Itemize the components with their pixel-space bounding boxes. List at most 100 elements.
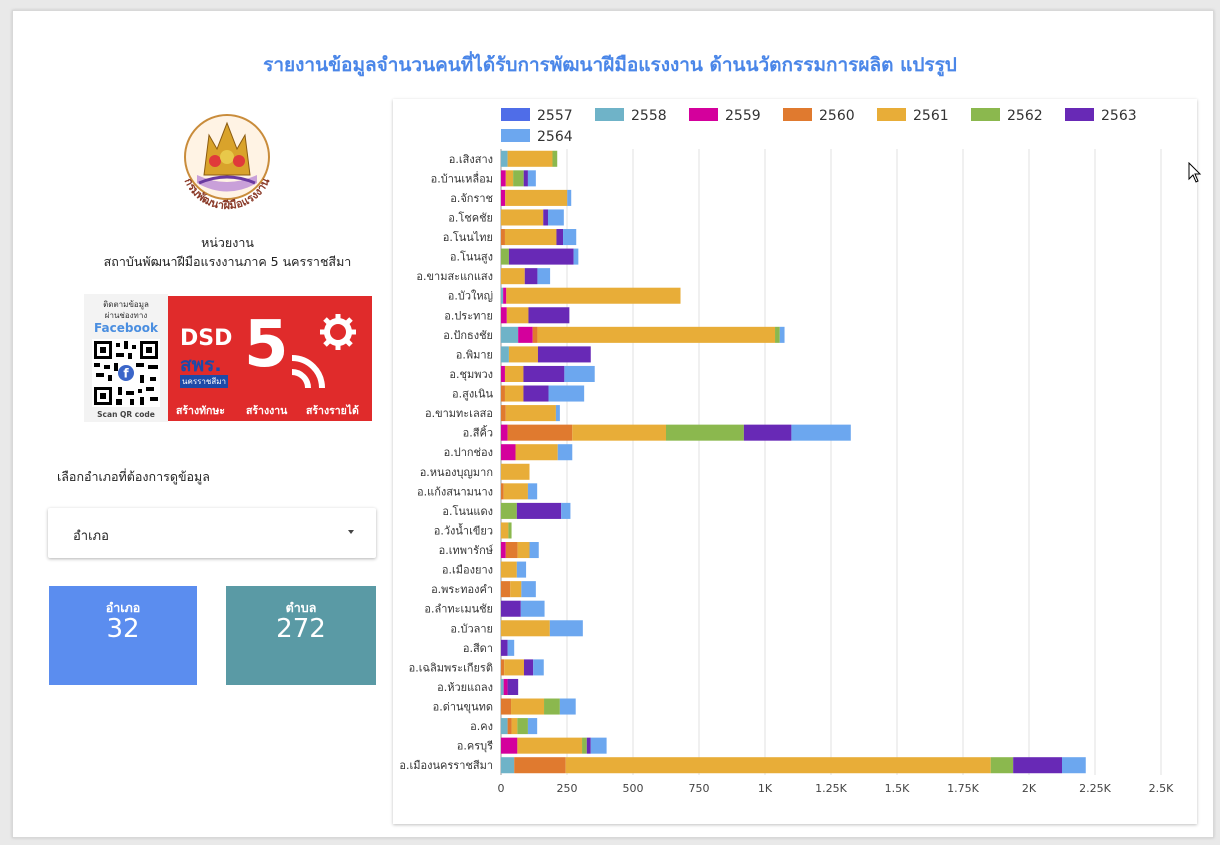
bar-segment-2564[interactable]: [537, 268, 551, 285]
bar-segment-2560[interactable]: [501, 483, 504, 500]
bar-segment-2561[interactable]: [537, 326, 776, 343]
bar-segment-2559[interactable]: [518, 326, 533, 343]
bar-segment-2562[interactable]: [544, 698, 560, 715]
bar-segment-2559[interactable]: [503, 678, 508, 695]
bar-segment-2559[interactable]: [501, 424, 508, 441]
bar-segment-2561[interactable]: [501, 209, 544, 226]
bar-segment-2560[interactable]: [532, 326, 538, 343]
bar-segment-2562[interactable]: [517, 718, 528, 735]
bar-segment-2560[interactable]: [505, 542, 518, 559]
bar-segment-2563[interactable]: [556, 229, 564, 246]
bar-segment-2563[interactable]: [523, 365, 565, 382]
bar-segment-2562[interactable]: [990, 757, 1014, 774]
bar-segment-2563[interactable]: [524, 268, 538, 285]
bar-segment-2561[interactable]: [505, 170, 514, 187]
bar-segment-2561[interactable]: [505, 189, 568, 206]
bar-segment-2564[interactable]: [527, 483, 538, 500]
bar-segment-2561[interactable]: [501, 522, 509, 539]
bar-segment-2564[interactable]: [548, 385, 585, 402]
bar-segment-2564[interactable]: [567, 189, 572, 206]
bar-segment-2564[interactable]: [521, 581, 536, 598]
bar-segment-2563[interactable]: [508, 248, 574, 265]
bar-segment-2564[interactable]: [564, 365, 595, 382]
bar-segment-2561[interactable]: [504, 229, 557, 246]
bar-segment-2564[interactable]: [516, 561, 527, 578]
bar-segment-2560[interactable]: [501, 405, 506, 422]
bar-segment-2563[interactable]: [528, 307, 570, 324]
bar-segment-2561[interactable]: [565, 757, 991, 774]
bar-segment-2563[interactable]: [523, 170, 528, 187]
bar-segment-2558[interactable]: [501, 150, 508, 167]
bar-segment-2561[interactable]: [510, 581, 522, 598]
bar-segment-2559[interactable]: [501, 444, 516, 461]
bar-segment-2563[interactable]: [586, 737, 591, 754]
bar-segment-2564[interactable]: [563, 229, 577, 246]
bar-segment-2560[interactable]: [507, 424, 573, 441]
bar-segment-2564[interactable]: [507, 639, 515, 656]
bar-segment-2560[interactable]: [501, 385, 505, 402]
bar-segment-2561[interactable]: [501, 561, 517, 578]
bar-segment-2564[interactable]: [557, 444, 573, 461]
bar-segment-2563[interactable]: [1013, 757, 1062, 774]
bar-segment-2561[interactable]: [515, 444, 558, 461]
bar-segment-2560[interactable]: [501, 229, 505, 246]
bar-segment-2563[interactable]: [743, 424, 792, 441]
bar-segment-2563[interactable]: [523, 659, 534, 676]
bar-segment-2561[interactable]: [508, 346, 538, 363]
facebook-banner[interactable]: ติดตามข้อมูล ผ่านช่องทาง Facebook f Scan…: [84, 294, 374, 422]
bar-segment-2561[interactable]: [517, 542, 530, 559]
bar-segment-2558[interactable]: [501, 757, 515, 774]
bar-segment-2561[interactable]: [501, 268, 525, 285]
bar-segment-2564[interactable]: [520, 600, 545, 617]
bar-segment-2561[interactable]: [506, 307, 529, 324]
bar-segment-2564[interactable]: [573, 248, 579, 265]
bar-segment-2564[interactable]: [559, 698, 576, 715]
bar-segment-2560[interactable]: [501, 659, 505, 676]
bar-segment-2561[interactable]: [506, 287, 681, 304]
bar-segment-2563[interactable]: [537, 346, 591, 363]
bar-segment-2562[interactable]: [501, 248, 509, 265]
bar-segment-2564[interactable]: [527, 170, 536, 187]
bar-segment-2561[interactable]: [572, 424, 666, 441]
bar-segment-2564[interactable]: [529, 542, 539, 559]
bar-segment-2559[interactable]: [501, 189, 506, 206]
bar-segment-2563[interactable]: [501, 639, 508, 656]
bar-segment-2561[interactable]: [505, 405, 556, 422]
bar-segment-2559[interactable]: [501, 737, 518, 754]
bar-segment-2558[interactable]: [501, 678, 504, 695]
bar-segment-2558[interactable]: [501, 287, 504, 304]
bar-segment-2558[interactable]: [501, 346, 509, 363]
bar-segment-2559[interactable]: [501, 365, 505, 382]
bar-segment-2564[interactable]: [779, 326, 785, 343]
bar-segment-2561[interactable]: [501, 620, 550, 637]
bar-segment-2561[interactable]: [503, 483, 528, 500]
bar-segment-2564[interactable]: [590, 737, 607, 754]
bar-segment-2564[interactable]: [555, 405, 560, 422]
bar-segment-2563[interactable]: [516, 502, 562, 519]
bar-segment-2562[interactable]: [513, 170, 524, 187]
bar-segment-2560[interactable]: [501, 698, 512, 715]
bar-segment-2561[interactable]: [504, 385, 524, 402]
bar-segment-2562[interactable]: [582, 737, 587, 754]
bar-segment-2562[interactable]: [552, 150, 558, 167]
bar-segment-2562[interactable]: [666, 424, 744, 441]
bar-segment-2559[interactable]: [501, 307, 507, 324]
bar-segment-2564[interactable]: [1062, 757, 1086, 774]
bar-segment-2563[interactable]: [523, 385, 549, 402]
bar-segment-2564[interactable]: [533, 659, 544, 676]
bar-segment-2564[interactable]: [549, 620, 583, 637]
bar-segment-2558[interactable]: [501, 326, 519, 343]
bar-segment-2562[interactable]: [501, 502, 517, 519]
bar-segment-2561[interactable]: [511, 718, 518, 735]
bar-segment-2561[interactable]: [504, 659, 524, 676]
bar-segment-2564[interactable]: [791, 424, 851, 441]
bar-segment-2563[interactable]: [543, 209, 548, 226]
bar-segment-2564[interactable]: [561, 502, 571, 519]
bar-segment-2560[interactable]: [501, 581, 511, 598]
bar-segment-2563[interactable]: [501, 600, 521, 617]
bar-segment-2558[interactable]: [501, 718, 508, 735]
bar-segment-2561[interactable]: [511, 698, 545, 715]
bar-segment-2561[interactable]: [507, 150, 553, 167]
bar-segment-2560[interactable]: [514, 757, 566, 774]
bar-segment-2564[interactable]: [527, 718, 538, 735]
